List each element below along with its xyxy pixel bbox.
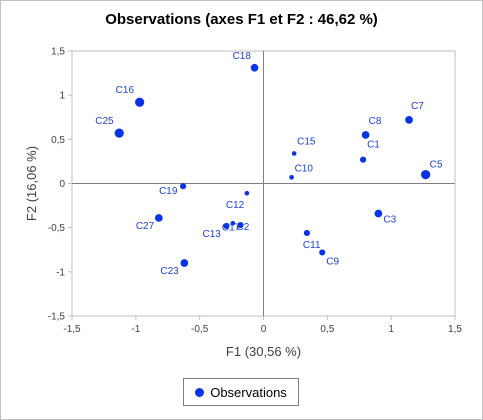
y-tick-label: -0,5 [48,223,66,234]
data-point-c5 [421,170,431,180]
x-tick-label: 0,5 [320,324,334,335]
data-point-c12 [244,190,250,196]
point-label-c18: C18 [233,51,252,62]
point-label-c15: C15 [297,136,316,147]
point-label-c17: C17 [222,222,241,233]
point-label-c9: C9 [326,256,339,267]
point-label-c7: C7 [411,101,424,112]
y-axis-label: F2 (16,06 %) [24,146,39,221]
data-point-c27 [154,214,163,222]
point-label-c23: C23 [160,266,179,277]
point-label-c1: C1 [367,140,380,151]
point-label-c10: C10 [295,163,314,174]
y-tick-label: 0 [59,179,65,190]
y-tick-label: -1 [56,267,65,278]
x-tick-label: -1 [131,324,140,335]
data-point-c11 [303,229,310,237]
data-point-c19 [179,183,187,190]
data-point-c17 [230,220,236,226]
data-point-c13 [223,222,230,229]
data-point-c10 [289,175,294,180]
legend-marker [195,387,205,397]
legend: Observations [183,378,299,406]
y-tick-label: 1,5 [51,47,65,58]
x-tick-label: 1,5 [448,324,462,335]
point-label-c8: C8 [369,116,382,127]
data-point-c1 [360,156,367,163]
chart-title: Observations (axes F1 et F2 : 46,62 %) [105,11,378,28]
x-tick-label: 1 [388,324,394,335]
data-point-c3 [374,209,383,218]
data-point-c15 [291,151,297,156]
point-label-c5: C5 [430,160,443,171]
point-label-c3: C3 [383,215,396,226]
point-label-c16: C16 [116,85,135,96]
data-point-c18 [250,63,259,72]
data-point-c23 [180,259,189,267]
data-point-c9 [319,249,326,256]
data-point-c2 [237,221,244,229]
y-tick-label: -1,5 [48,312,66,323]
data-point-c25 [114,128,124,138]
legend-label: Observations [210,384,287,400]
y-tick-label: 0,5 [51,135,65,146]
x-axis-label: F1 (30,56 %) [226,344,301,359]
x-tick-label: -1,5 [63,324,81,335]
data-point-c16 [135,97,145,107]
x-tick-label: 0 [261,324,267,335]
x-tick-label: -0,5 [191,324,209,335]
point-label-c19: C19 [159,186,178,197]
point-label-c27: C27 [136,221,155,232]
y-tick-label: 1 [59,91,65,102]
data-point-c8 [361,131,370,139]
point-label-c12: C12 [226,200,245,211]
point-label-c11: C11 [303,240,321,251]
point-label-c2: C2 [237,222,250,233]
point-label-c25: C25 [95,116,114,127]
point-label-c13: C13 [202,229,221,240]
data-point-c7 [405,116,413,124]
